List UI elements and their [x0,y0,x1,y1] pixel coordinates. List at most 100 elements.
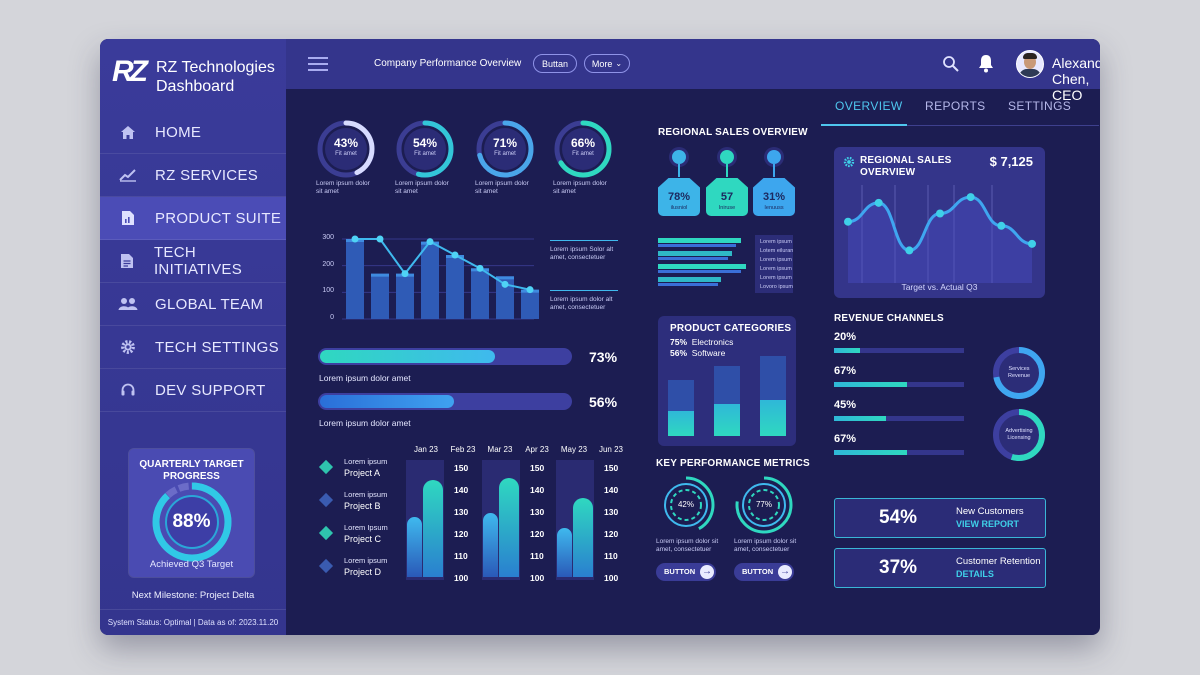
hbar [658,277,721,282]
y-tick-label: 100 [322,287,334,295]
tag-stem [726,164,728,177]
kpi-mid-ring [664,483,708,527]
kpi-gauge [657,476,715,534]
sidebar-item-tech-settings[interactable]: TECH SETTINGS [100,326,286,369]
arrow-right-icon: → [700,565,714,579]
sidebar-item-dev-support[interactable]: DEV SUPPORT [100,369,286,412]
category-name: Software [691,348,726,358]
y-tick-label: 200 [322,260,334,268]
sidebar-item-label: DEV SUPPORT [155,381,266,399]
next-milestone: Next Milestone: Project Delta [131,590,255,601]
kpi-ring [396,120,454,178]
category-bar-segment [668,410,694,436]
search-icon[interactable] [942,55,960,73]
progress-caption: Lorem ipsum dolor amet [319,373,411,383]
kpi-inner-ring [670,489,702,521]
sidebar-item-home[interactable]: HOME [100,111,286,154]
hbar-legend-item: Lorem ipsum [760,257,792,263]
category-value: 75% [670,337,688,347]
sidebar: RZ RZ Technologies Dashboard HOME RZ SER… [100,39,286,635]
user-name[interactable]: Alexander Chen, CEO [1052,55,1100,103]
ring-caption: sit amet [553,188,576,195]
more-label: More [591,58,613,69]
tag-value: 78% [667,191,691,203]
revenue-donut [993,347,1045,399]
chart-point [501,280,509,288]
stat-title: Customer Retention [956,556,1041,567]
chart-point [426,238,434,246]
month-label: Feb 23 [450,445,476,454]
chart-line [351,235,534,294]
category-bar [760,356,786,436]
top-button[interactable]: Buttan [533,54,577,73]
document-icon [100,253,154,269]
revenue-fill [834,382,907,387]
sidebar-item-label: TECH INITIATIVES [153,244,243,278]
kpi-caption: amet, consectetuer [734,546,790,553]
category-value: 56% [670,348,688,358]
tag-box [658,178,700,216]
ring-progress [396,120,454,178]
hbar-secondary [658,244,737,247]
customer-retention-card[interactable]: 37% Customer Retention DETAILS [834,548,1046,588]
chart-bar [421,241,439,319]
quarterly-title-line: QUARTERLY TARGET [139,459,244,470]
month-label: May 23 [560,445,588,454]
notification-bell-icon[interactable] [978,54,994,73]
category-bar-segment [760,400,786,436]
regional-card-title-line: OVERVIEW [860,167,916,178]
sidebar-item-rz-services[interactable]: RZ SERVICES [100,154,286,197]
details-link[interactable]: DETAILS [956,569,994,579]
line-point [997,221,1006,230]
arrow-right-icon: → [778,565,792,579]
sidebar-item-label: RZ SERVICES [155,166,259,184]
sidebar-item-global-team[interactable]: GLOBAL TEAM [100,283,286,326]
chart-note-2: Lorem ipsum dolor alt amet, consectetuer [550,290,618,312]
kpi-button[interactable]: BUTTON → [734,563,794,581]
avatar[interactable] [1016,50,1044,78]
hamburger-menu-icon[interactable] [308,57,328,71]
hbar-legend-item: Lorem ipsum [760,239,792,245]
scale-label: 140 [604,485,619,495]
month-label: Jan 23 [413,445,439,454]
progress-value: 73% [589,349,618,365]
tab-overview[interactable]: OVERVIEW [835,99,903,113]
bar-line-chart [342,235,539,320]
chart-bar-cap [496,276,514,280]
chart-note-line: Lorem ipsum dolor alt [550,296,613,303]
view-report-link[interactable]: VIEW REPORT [956,519,1020,529]
sidebar-item-tech-initiatives[interactable]: TECH INITIATIVES [100,240,286,283]
dashboard-window: RZ RZ Technologies Dashboard HOME RZ SER… [100,39,1100,635]
kpi-caption: Lorem ipsum dolor sit [656,538,719,545]
kpi-button[interactable]: BUTTON → [656,563,716,581]
tag-value: 57 [720,191,734,203]
scale-label: 120 [530,529,545,539]
hbar-legend-item: Lorem ipsum [760,266,792,272]
hbar-legend-item: Lotem eiluran [760,248,794,254]
more-dropdown[interactable]: More ⌄ [584,54,630,73]
ring-progress [476,120,534,178]
scale-label: 140 [530,485,545,495]
month-label: Apr 23 [525,445,549,454]
ring-value: 43% [333,136,359,150]
team-icon [100,297,155,311]
regional-card-title-line: REGIONAL SALES [860,155,952,166]
line-point [874,198,883,207]
kpi-button-label: BUTTON [664,567,696,576]
chart-bar [521,289,539,319]
chart-note-1: Lorem ipsum Solor alt amet, consectetuer [550,240,618,262]
kpi-inner-ring [748,489,780,521]
hbar-secondary [658,257,728,260]
tab-settings[interactable]: SETTINGS [1008,99,1072,113]
gear-icon [843,156,855,168]
revenue-fill [834,348,860,353]
scale-label: 100 [604,573,619,583]
tab-reports[interactable]: REPORTS [925,99,986,113]
kpi-ring [476,120,534,178]
tag-value: 31% [762,191,786,203]
ring-caption: sit amet [316,188,339,195]
regional-card-title: REGIONAL SALES OVERVIEW [860,155,952,179]
chart-bars [346,239,539,319]
sidebar-item-product-suite[interactable]: PRODUCT SUITE [100,197,286,240]
new-customers-card[interactable]: 54% New Customers VIEW REPORT [834,498,1046,538]
